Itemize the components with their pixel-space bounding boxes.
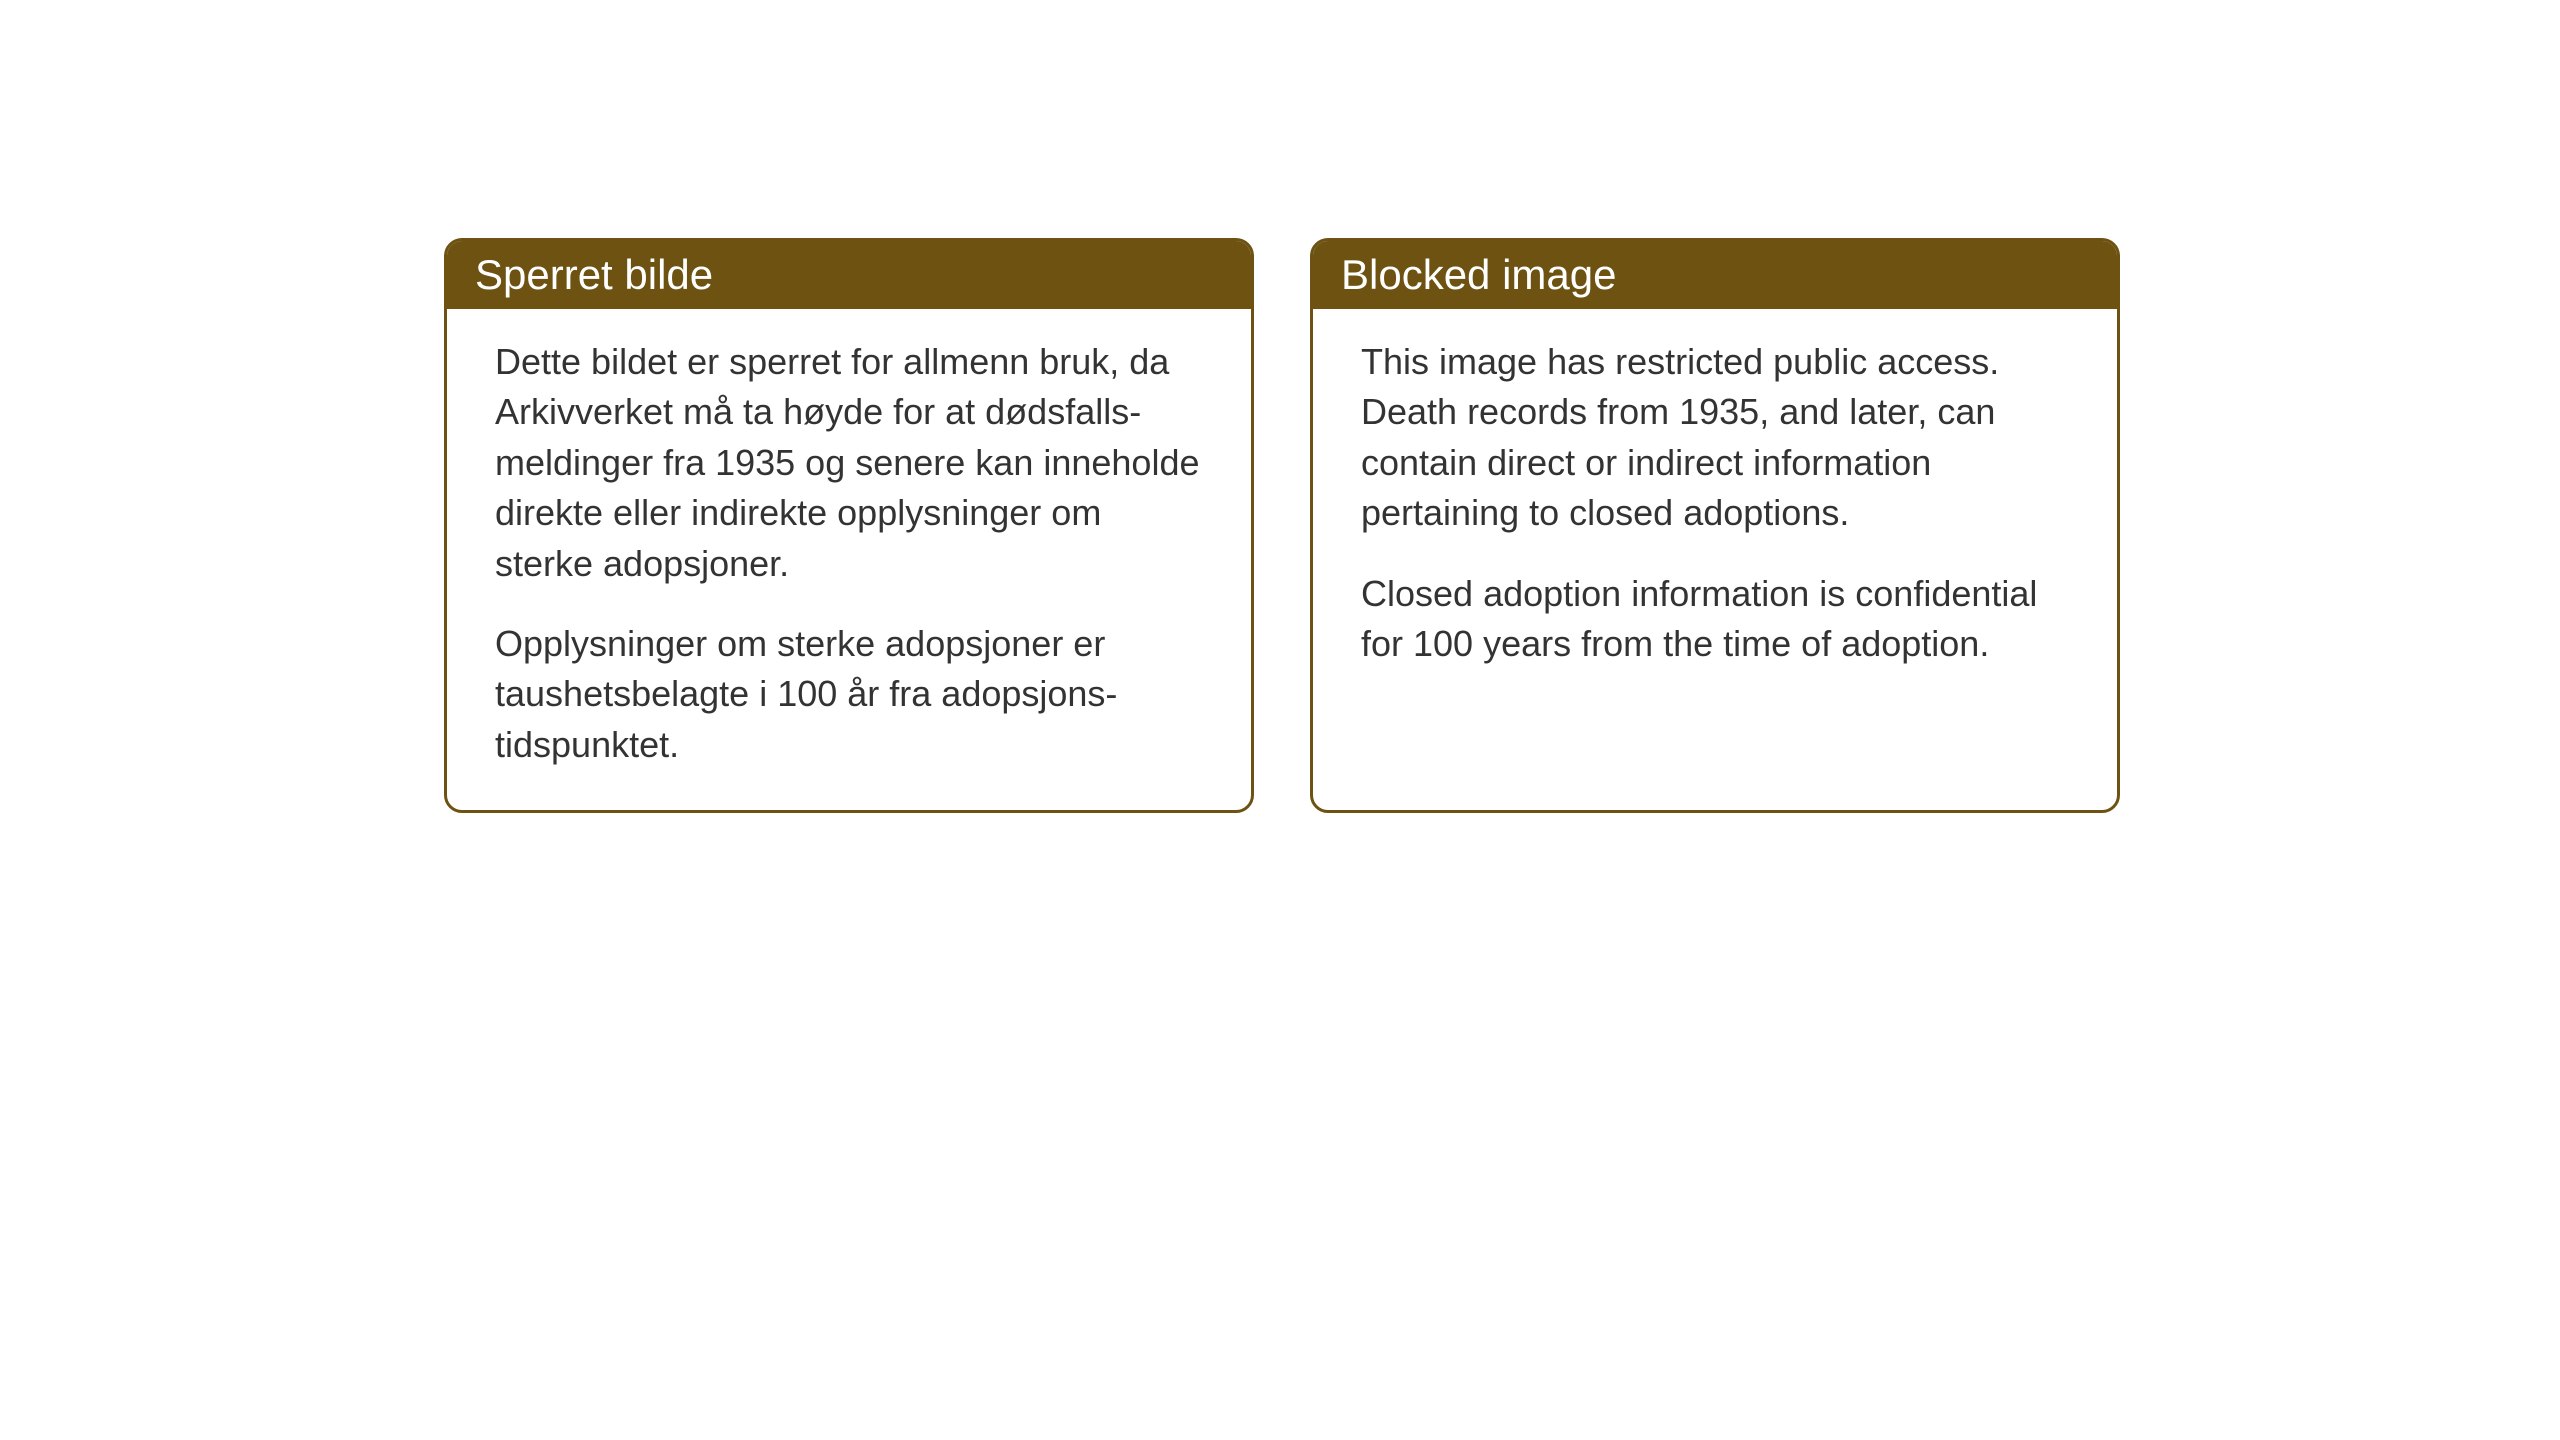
english-card-body: This image has restricted public access.… [1313,309,2117,709]
english-card-title: Blocked image [1341,251,1616,298]
cards-container: Sperret bilde Dette bildet er sperret fo… [444,238,2120,813]
english-paragraph-2: Closed adoption information is confident… [1361,569,2069,670]
norwegian-card-title: Sperret bilde [475,251,713,298]
norwegian-card-header: Sperret bilde [447,241,1251,309]
norwegian-card-body: Dette bildet er sperret for allmenn bruk… [447,309,1251,810]
norwegian-paragraph-2: Opplysninger om sterke adopsjoner er tau… [495,619,1203,770]
english-paragraph-1: This image has restricted public access.… [1361,337,2069,539]
english-card: Blocked image This image has restricted … [1310,238,2120,813]
english-card-header: Blocked image [1313,241,2117,309]
norwegian-paragraph-1: Dette bildet er sperret for allmenn bruk… [495,337,1203,589]
norwegian-card: Sperret bilde Dette bildet er sperret fo… [444,238,1254,813]
